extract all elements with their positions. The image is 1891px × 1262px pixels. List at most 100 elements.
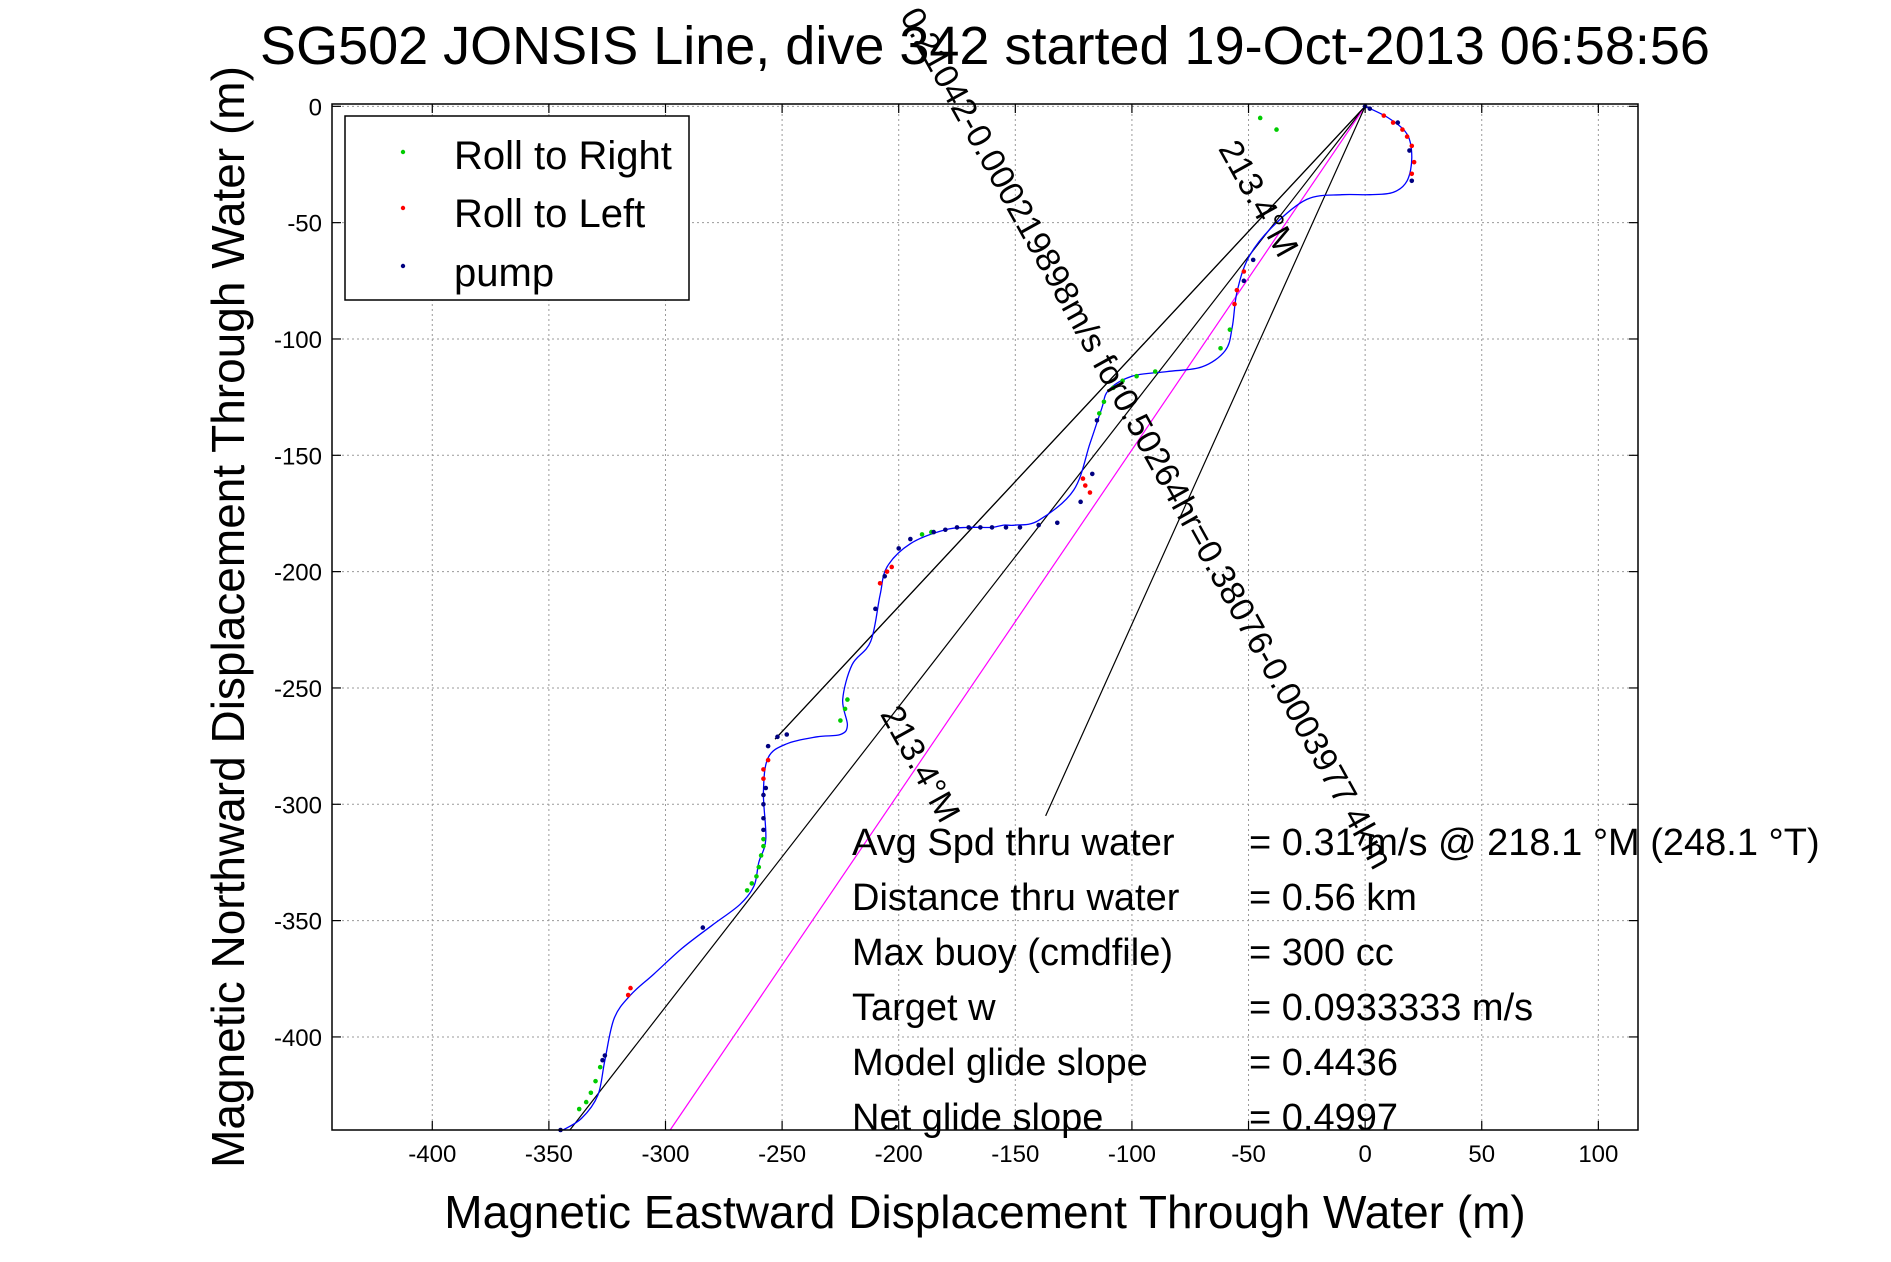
- y-tick-label: -150: [274, 443, 322, 470]
- pump-marker: [1017, 525, 1023, 530]
- roll-left-marker: [889, 564, 895, 570]
- y-tick-label: -250: [274, 676, 322, 703]
- pump-marker: [784, 732, 790, 737]
- pump-marker: [1078, 499, 1083, 505]
- y-tick-label: -50: [287, 211, 322, 238]
- pump-marker: [600, 1057, 605, 1063]
- stat-label: Distance thru water: [852, 877, 1180, 919]
- roll-left-marker: [1241, 269, 1247, 274]
- pump-marker: [1241, 278, 1247, 284]
- pump-marker: [761, 801, 766, 807]
- roll-right-marker: [1218, 345, 1223, 351]
- roll-left-marker: [761, 776, 766, 781]
- track: [562, 105, 1413, 1131]
- annotations: 0.21042-0.000219898m/s for0.50264hr=0.38…: [873, 1, 1400, 875]
- legend-marker-pump: [400, 263, 406, 269]
- track-line: [562, 105, 1413, 1131]
- x-tick-label: -300: [641, 1141, 689, 1168]
- roll-left-marker: [884, 569, 890, 574]
- pump-marker: [1409, 178, 1415, 184]
- roll-right-marker: [597, 1064, 603, 1070]
- reference-line-2: [569, 105, 1366, 1131]
- pump-marker: [1395, 120, 1401, 125]
- roll-left-marker: [1082, 483, 1088, 488]
- pump-marker: [931, 529, 936, 535]
- stat-label: Model glide slope: [852, 1042, 1148, 1084]
- roll-left-marker: [628, 985, 633, 991]
- pump-marker: [700, 925, 706, 930]
- roll-right-marker: [758, 853, 764, 858]
- pump-marker: [882, 573, 888, 579]
- pump-marker: [1367, 106, 1373, 111]
- pump-marker: [908, 536, 913, 542]
- x-axis-label: Magnetic Eastward Displacement Through W…: [444, 1186, 1525, 1238]
- x-tick-label: 0: [1358, 1141, 1371, 1168]
- stat-value: = 0.4997: [1249, 1097, 1398, 1139]
- pump-marker: [1089, 471, 1095, 477]
- pump-marker: [763, 785, 769, 791]
- stat-value: = 300 cc: [1249, 932, 1394, 974]
- roll-right-marker: [1152, 369, 1158, 374]
- x-tick-label: -150: [991, 1141, 1039, 1168]
- stats-block: Avg Spd thru water = 0.31 m/s @ 218.1 °M …: [852, 822, 1820, 1139]
- roll-left-marker: [1400, 127, 1405, 132]
- roll-right-marker: [756, 864, 762, 870]
- pump-marker: [966, 525, 971, 530]
- pump-marker: [873, 606, 878, 612]
- legend-marker-roll-left: [400, 205, 406, 211]
- roll-right-marker: [1134, 373, 1139, 379]
- roll-left-marker: [1411, 159, 1417, 165]
- roll-left-marker: [1409, 171, 1415, 177]
- roll-left-marker: [1381, 113, 1387, 118]
- roll-right-marker: [1101, 399, 1107, 405]
- roll-left-marker: [765, 757, 771, 763]
- rotated-annotation: 0.21042-0.000219898m/s for0.50264hr=0.38…: [892, 1, 1400, 875]
- y-tick-label: -100: [274, 327, 322, 354]
- pump-marker: [761, 815, 766, 821]
- pump-marker: [989, 525, 995, 530]
- y-tick-label: -350: [274, 909, 322, 936]
- roll-right-marker: [593, 1078, 598, 1084]
- axis-ticks: -400 -350 -300 -250 -200 -150 -100 -50 0 50 100 0 -5…: [274, 94, 1638, 1168]
- stat-label: Net glide slope: [852, 1097, 1103, 1139]
- legend-item-pump: pump: [400, 251, 554, 295]
- reference-line-4: [1045, 106, 1366, 817]
- stat-value: = 0.31 m/s @ 218.1 °M (248.1 °T): [1249, 822, 1820, 864]
- legend-item-roll-left: Roll to Left: [400, 192, 645, 236]
- roll-left-marker: [877, 580, 883, 586]
- roll-left-marker: [761, 767, 766, 772]
- roll-right-marker: [576, 1106, 582, 1112]
- legend-label-pump: pump: [454, 251, 554, 295]
- roll-left-marker: [1087, 490, 1093, 495]
- x-tick-label: -50: [1231, 1141, 1266, 1168]
- pump-marker: [954, 525, 960, 530]
- x-tick-label: -200: [875, 1141, 923, 1168]
- stat-label: Max buoy (cmdfile): [852, 932, 1173, 974]
- x-tick-label: 50: [1468, 1141, 1495, 1168]
- y-tick-label: -400: [274, 1025, 322, 1052]
- y-tick-label: -200: [274, 560, 322, 587]
- stat-label: Target w: [852, 987, 996, 1029]
- x-tick-label: 100: [1578, 1141, 1618, 1168]
- stat-value: = 0.4436: [1249, 1042, 1398, 1084]
- roll-right-marker: [1110, 385, 1116, 391]
- reference-line-3: [669, 105, 1366, 1131]
- stat-value: = 0.0933333 m/s: [1249, 987, 1533, 1029]
- roll-right-marker: [744, 888, 750, 893]
- roll-right-marker: [1120, 378, 1125, 384]
- pump-marker: [602, 1053, 608, 1058]
- pump-marker: [896, 546, 902, 551]
- roll-left-marker: [1234, 287, 1240, 293]
- x-tick-label: -250: [758, 1141, 806, 1168]
- stat-label: Avg Spd thru water: [852, 822, 1175, 864]
- legend-marker-roll-right: [400, 149, 406, 155]
- legend-label-roll-right: Roll to Right: [454, 134, 672, 178]
- markers: [558, 104, 1417, 1133]
- pump-marker: [1250, 257, 1256, 263]
- chart-title: SG502 JONSIS Line, dive 342 started 19-O…: [260, 16, 1710, 76]
- roll-left-marker: [625, 992, 631, 998]
- roll-left-marker: [1404, 134, 1410, 139]
- x-tick-label: -100: [1108, 1141, 1156, 1168]
- pump-marker: [761, 792, 766, 798]
